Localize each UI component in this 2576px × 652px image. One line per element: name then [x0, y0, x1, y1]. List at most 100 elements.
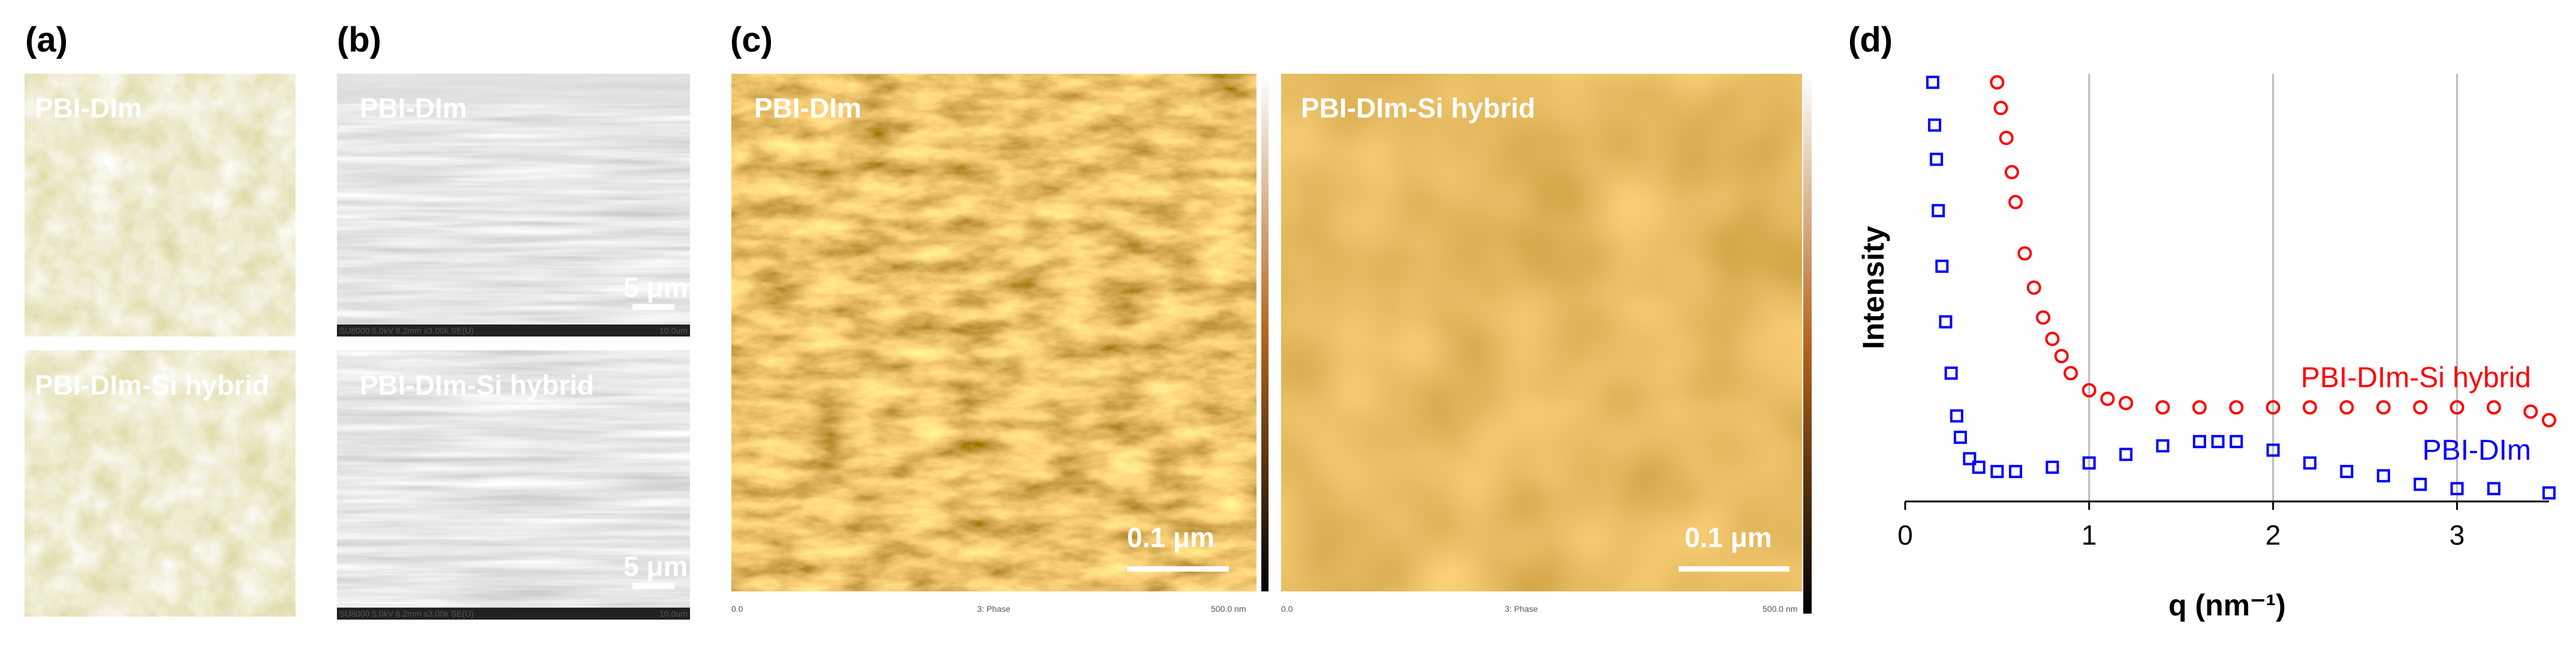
data-point [2156, 439, 2170, 453]
panel-label: (d) [1848, 20, 1893, 59]
data-point [2339, 400, 2354, 415]
data-point [2265, 400, 2280, 415]
data-point [1954, 431, 1968, 444]
caption: PBI-DIm [35, 92, 142, 124]
data-point [1930, 152, 1944, 166]
data-point [1932, 204, 1945, 218]
data-point [2008, 194, 2023, 209]
afm-footer: 500.0 nm [1211, 604, 1246, 614]
panel-label: (b) [337, 20, 381, 59]
film-photo [25, 350, 296, 617]
data-point [2192, 400, 2207, 415]
scale-bar [632, 304, 674, 310]
afm-image [731, 74, 1257, 591]
sem-footer: SU8000 5.0kV 6.2mm x3.00k SE(U) [339, 326, 474, 335]
data-point [1993, 101, 2008, 116]
sem-footer: SU8000 5.0kV 6.2mm x3.00k SE(U) [339, 609, 474, 618]
data-point [2017, 246, 2032, 261]
data-point [2063, 366, 2078, 381]
caption: PBI-DIm [754, 92, 861, 124]
data-point [2303, 456, 2317, 470]
data-point [2303, 400, 2318, 415]
sem-footer: 10.0um [659, 609, 688, 618]
data-point [2523, 404, 2538, 419]
data-point [2229, 435, 2243, 449]
data-point [2414, 477, 2427, 491]
color-bar [1803, 74, 1812, 614]
data-point [2229, 400, 2244, 415]
panel-label: (a) [25, 20, 68, 59]
data-point [1990, 75, 2005, 90]
data-point [1939, 315, 1953, 329]
color-bar [1261, 74, 1269, 591]
afm-footer: 0.0 [1281, 604, 1293, 614]
data-point [1990, 465, 2004, 479]
data-point [2376, 469, 2390, 483]
data-point [2450, 400, 2464, 415]
x-tick-label: 2 [2265, 519, 2281, 551]
scale-bar-label: 5 μm [623, 272, 688, 303]
data-point [1928, 118, 1942, 132]
data-point [1944, 366, 1958, 380]
data-point [2486, 400, 2501, 415]
data-point [2004, 164, 2019, 179]
data-point [2054, 348, 2069, 363]
data-point [2081, 383, 2096, 398]
panel-label: (c) [730, 20, 773, 59]
scale-bar [632, 583, 674, 589]
data-point [1926, 76, 1940, 89]
data-point [2119, 447, 2133, 461]
chart: 0 1 2 3 q (nm⁻¹) Intensity PBI-DIm-Si hybrid PB… [1857, 74, 2556, 622]
data-point [2413, 400, 2428, 415]
afm-footer: 500.0 nm [1762, 604, 1797, 614]
data-point [2026, 280, 2041, 295]
data-point [2119, 396, 2134, 411]
film-photo [25, 74, 296, 336]
x-axis-label: q (nm⁻¹) [2168, 588, 2286, 622]
sem-image [337, 74, 690, 336]
x-tick-label: 3 [2450, 519, 2465, 551]
data-point [2045, 460, 2059, 474]
data-point [2036, 310, 2051, 325]
sem-footer: 10.0um [659, 326, 688, 335]
scale-bar-label: 0.1 μm [1127, 522, 1215, 553]
legend-entry: PBI-DIm [2423, 435, 2531, 467]
data-point [1963, 452, 1977, 465]
data-point [1935, 259, 1949, 273]
legend-entry: PBI-DIm-Si hybrid [2301, 362, 2531, 394]
caption: PBI-DIm [360, 92, 467, 124]
y-axis-label: Intensity [1857, 226, 1890, 350]
data-point [2340, 465, 2354, 479]
scale-bar [1127, 566, 1229, 572]
scale-bar [1679, 566, 1789, 572]
data-point [2266, 443, 2280, 457]
afm-footer: 0.0 [731, 604, 743, 614]
data-point [2487, 482, 2500, 495]
data-point [1999, 130, 2014, 145]
data-point [2542, 413, 2556, 428]
afm-image [1281, 74, 1802, 591]
caption: PBI-DIm-Si hybrid [35, 369, 269, 401]
data-point [2100, 391, 2115, 406]
caption: PBI-DIm-Si hybrid [360, 369, 594, 401]
data-point [2082, 456, 2096, 470]
afm-footer: 3: Phase [1505, 604, 1538, 614]
data-point [2045, 332, 2060, 347]
sem-image [337, 350, 690, 620]
data-point [2376, 400, 2391, 415]
data-point [1972, 460, 1986, 474]
scale-bar-label: 5 μm [623, 551, 688, 582]
x-tick-label: 1 [2081, 519, 2097, 551]
data-point [2009, 465, 2023, 479]
afm-footer: 3: Phase [977, 604, 1010, 614]
x-tick-label: 0 [1897, 519, 1913, 551]
scale-bar-label: 0.1 μm [1685, 522, 1772, 553]
data-point [2542, 486, 2556, 500]
data-point [2211, 435, 2225, 449]
data-point [2450, 482, 2464, 495]
data-point [2192, 435, 2206, 449]
caption: PBI-DIm-Si hybrid [1301, 92, 1535, 124]
data-point [2155, 400, 2170, 415]
data-point [1950, 409, 1963, 423]
